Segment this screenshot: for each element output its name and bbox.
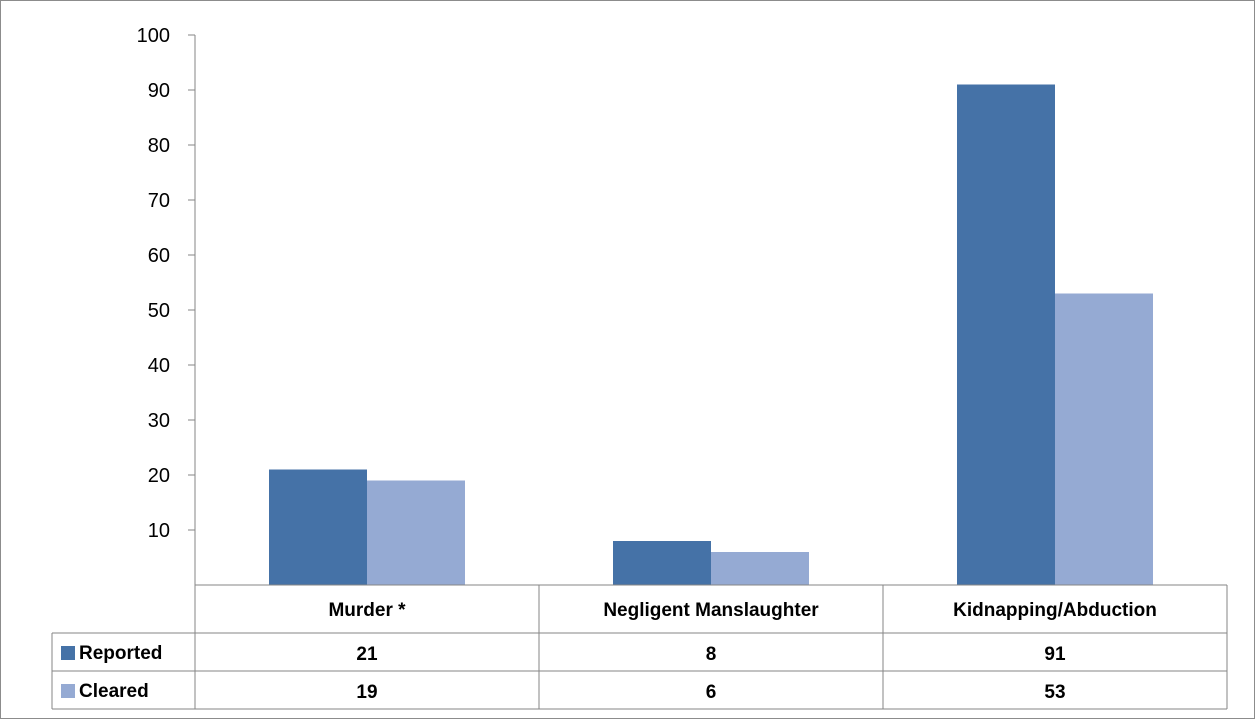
y-tick-label: 80 xyxy=(148,135,170,157)
y-tick-label: 40 xyxy=(148,355,170,377)
y-tick-label: 10 xyxy=(148,520,170,542)
bar-reported xyxy=(269,469,367,585)
data-label: 8 xyxy=(706,644,717,665)
data-label: 6 xyxy=(706,682,717,703)
bar-reported xyxy=(957,84,1055,585)
data-label: 21 xyxy=(356,644,378,665)
bar-cleared xyxy=(711,552,809,585)
y-tick-label: 100 xyxy=(137,25,170,47)
y-tick-label: 60 xyxy=(148,245,170,267)
data-label: 53 xyxy=(1044,682,1065,703)
y-tick-label: 30 xyxy=(148,410,170,432)
category-label: Kidnapping/Abduction xyxy=(953,600,1157,621)
category-label: Murder * xyxy=(328,600,406,621)
legend-label-reported: Reported xyxy=(79,643,162,664)
legend-key-cleared xyxy=(61,684,75,698)
y-tick-label: 20 xyxy=(148,465,170,487)
y-tick-label: 70 xyxy=(148,190,170,212)
bar-cleared xyxy=(1055,293,1153,585)
category-label: Negligent Manslaughter xyxy=(603,600,819,621)
bar-reported xyxy=(613,541,711,585)
data-label: 19 xyxy=(356,682,377,703)
y-tick-label: 50 xyxy=(148,300,170,322)
legend-key-reported xyxy=(61,646,75,660)
bar-cleared xyxy=(367,480,465,585)
legend-label-cleared: Cleared xyxy=(79,681,149,702)
data-label: 91 xyxy=(1044,644,1066,665)
y-tick-label: 90 xyxy=(148,80,170,102)
